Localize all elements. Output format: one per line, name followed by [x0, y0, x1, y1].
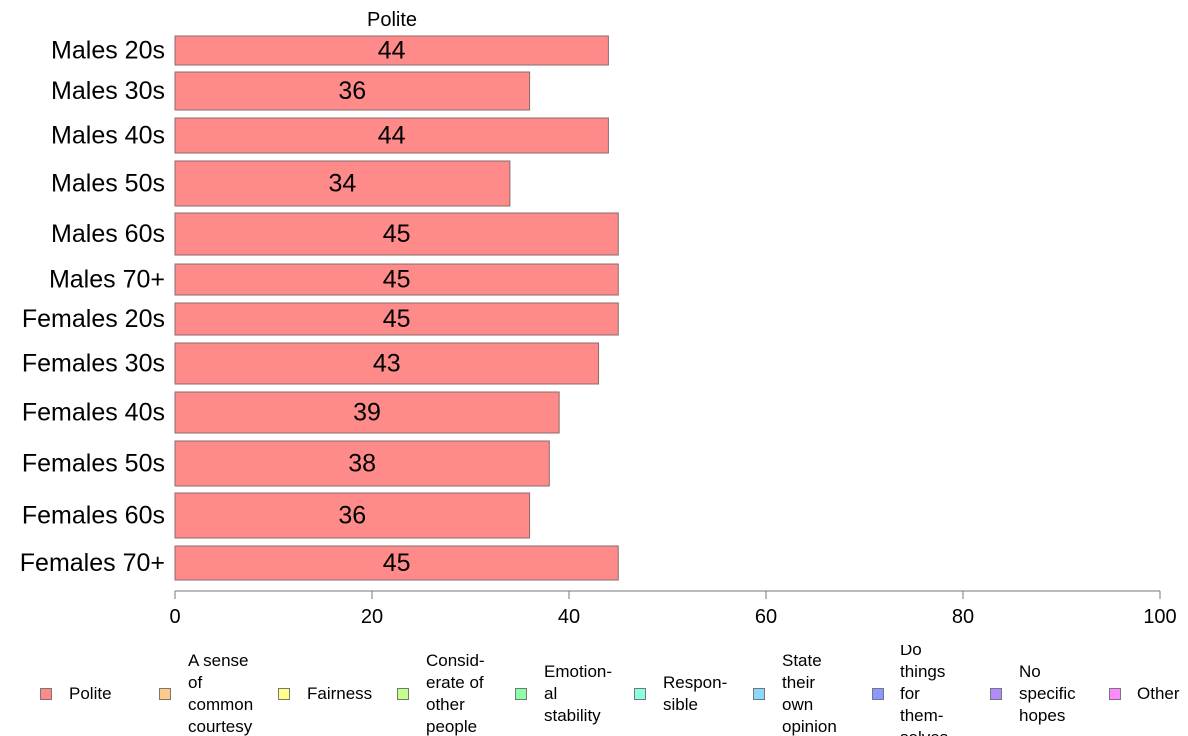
- data-label: 45: [383, 549, 411, 577]
- legend-label: State their own opinion: [782, 651, 837, 736]
- chart-title: Polite: [367, 9, 417, 31]
- x-tick-label: 60: [755, 606, 777, 628]
- legend-label: Do things for them- selves: [900, 645, 948, 736]
- data-label: 43: [373, 350, 401, 378]
- category-label: Males 60s: [51, 220, 165, 248]
- category-label: Males 20s: [51, 37, 165, 65]
- legend-label: Consid- erate of other people: [426, 651, 485, 736]
- category-label: Females 50s: [22, 450, 165, 478]
- data-label: 34: [329, 170, 357, 198]
- legend-swatch: [990, 688, 1002, 700]
- bar: [174, 342, 600, 385]
- legend-label: No specific hopes: [1019, 662, 1076, 725]
- bar-chart: Polite Males 20s 44 Males 30s 36 Males 40s 44 M…: [20, 9, 1177, 628]
- data-label: 36: [338, 77, 366, 105]
- x-tick-label: 40: [558, 606, 580, 628]
- x-tick-label: 100: [1143, 606, 1176, 628]
- bar: [174, 440, 550, 487]
- bar: [174, 391, 560, 434]
- bar: [174, 545, 619, 581]
- category-label: Females 60s: [22, 502, 165, 530]
- legend-swatch: [1109, 688, 1121, 700]
- bar: [174, 492, 531, 539]
- category-label: Females 70+: [20, 549, 165, 577]
- legend-label: Respon- sible: [663, 673, 728, 714]
- category-label: Females 30s: [22, 350, 165, 378]
- bar: [174, 71, 531, 111]
- bar: [174, 35, 609, 66]
- data-label: 36: [338, 502, 366, 530]
- legend-label: Fairness: [307, 684, 373, 703]
- legend-swatch: [278, 688, 290, 700]
- legend-label: A sense of common courtesy: [188, 651, 254, 736]
- data-label: 45: [383, 220, 411, 248]
- bar: [174, 160, 511, 207]
- data-label: 39: [353, 399, 381, 427]
- category-label: Males 70+: [49, 266, 165, 294]
- legend-label: Other: [1137, 684, 1180, 703]
- legend-label: Emotion- al stability: [544, 662, 613, 725]
- bar: [174, 302, 619, 336]
- category-label: Males 50s: [51, 170, 165, 198]
- data-label: 44: [378, 122, 406, 150]
- legend-swatch: [634, 688, 646, 700]
- legend-swatch: [397, 688, 409, 700]
- category-label: Females 20s: [22, 305, 165, 333]
- category-label: Males 30s: [51, 77, 165, 105]
- legend-swatch: [159, 688, 171, 700]
- legend-swatch: [515, 688, 527, 700]
- x-tick-label: 20: [361, 606, 383, 628]
- legend-swatch: [872, 688, 884, 700]
- legend-swatch: [40, 688, 52, 700]
- bar: [174, 263, 619, 296]
- category-label: Males 40s: [51, 122, 165, 150]
- legend-swatch: [753, 688, 765, 700]
- data-label: 45: [383, 266, 411, 294]
- data-label: 38: [348, 450, 376, 478]
- legend: Polite A sense of common courtesy Fairness…: [0, 645, 1188, 736]
- x-tick-label: 0: [169, 606, 180, 628]
- x-tick-label: 80: [952, 606, 974, 628]
- data-label: 45: [383, 305, 411, 333]
- bar: [174, 212, 619, 256]
- bar: [174, 117, 609, 154]
- category-label: Females 40s: [22, 399, 165, 427]
- data-label: 44: [378, 37, 406, 65]
- legend-label: Polite: [69, 684, 112, 703]
